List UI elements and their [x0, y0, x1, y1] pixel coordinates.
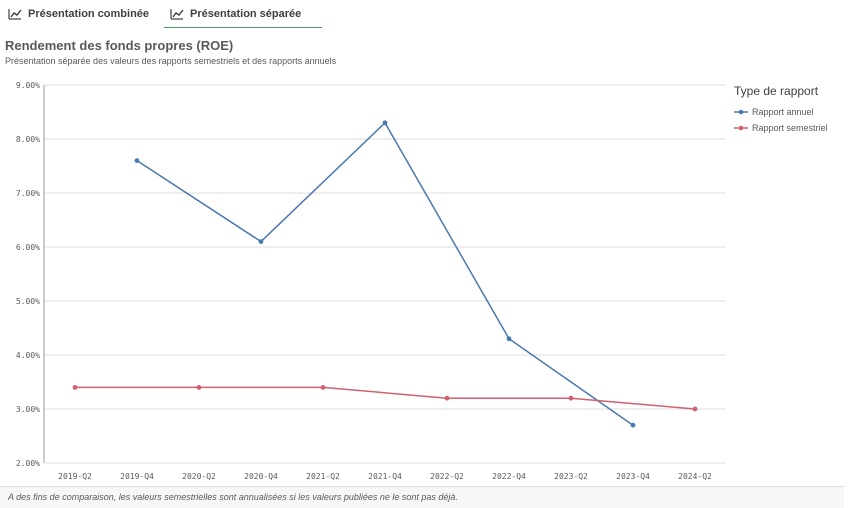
chart-title: Rendement des fonds propres (ROE) — [5, 38, 234, 53]
series-line-semiannual — [75, 386, 696, 410]
legend-title: Type de rapport — [734, 84, 819, 98]
x-tick-label: 2022-Q4 — [492, 472, 526, 481]
footnote: A des fins de comparaison, les valeurs s… — [0, 486, 844, 508]
data-point-semiannual[interactable] — [320, 385, 326, 390]
y-tick-label: 4.00% — [16, 351, 40, 360]
x-tick-label: 2022-Q2 — [430, 472, 464, 481]
series-line-annual — [136, 122, 634, 426]
legend-marker-semiannual — [734, 125, 748, 131]
legend-item-semiannual[interactable]: Rapport semestriel — [734, 120, 846, 136]
x-tick-label: 2019-Q4 — [120, 472, 154, 481]
tab-separated-view[interactable]: Présentation séparée — [164, 0, 322, 28]
x-tick-label: 2019-Q2 — [58, 472, 92, 481]
data-point-annual[interactable] — [258, 239, 264, 245]
data-point-annual[interactable] — [630, 422, 636, 428]
data-point-semiannual[interactable] — [568, 395, 574, 401]
y-tick-label: 6.00% — [16, 243, 40, 252]
tab-combined-view[interactable]: Présentation combinée — [8, 0, 149, 28]
line-chart-icon — [8, 8, 22, 20]
data-point-semiannual[interactable] — [444, 395, 450, 401]
y-tick-label: 7.00% — [16, 189, 40, 198]
view-tabs: Présentation combinée Présentation sépar… — [0, 0, 850, 30]
y-tick-label: 9.00% — [16, 81, 40, 90]
y-tick-label: 3.00% — [16, 405, 40, 414]
chart-subtitle: Présentation séparée des valeurs des rap… — [5, 56, 337, 66]
data-point-semiannual[interactable] — [196, 385, 202, 390]
legend: Type de rapport Rapport annuel Rapport s… — [734, 84, 846, 136]
y-tick-label: 5.00% — [16, 297, 40, 306]
legend-label-annual: Rapport annuel — [752, 107, 814, 117]
x-tick-label: 2021-Q4 — [368, 472, 402, 481]
data-point-annual[interactable] — [134, 158, 140, 163]
data-point-annual[interactable] — [382, 120, 388, 126]
line-chart-icon — [170, 8, 184, 20]
data-point-semiannual[interactable] — [72, 385, 78, 390]
x-tick-label: 2020-Q2 — [182, 472, 216, 481]
legend-marker-annual — [734, 109, 748, 115]
legend-item-annual[interactable]: Rapport annuel — [734, 104, 846, 120]
x-tick-label: 2023-Q4 — [616, 472, 650, 481]
roe-line-chart[interactable]: 2.00% 3.00% 4.00% 5.00% 6.00% 7.00% 8.00% 9.00%… — [0, 70, 730, 484]
x-tick-label: 2021-Q2 — [306, 472, 340, 481]
y-tick-label: 8.00% — [16, 135, 40, 144]
x-tick-label: 2023-Q2 — [554, 472, 588, 481]
tab-separated-label: Présentation séparée — [190, 7, 302, 20]
y-tick-label: 2.00% — [16, 459, 40, 468]
tab-combined-label: Présentation combinée — [28, 8, 150, 20]
legend-label-semiannual: Rapport semestriel — [752, 123, 828, 133]
data-point-annual[interactable] — [506, 336, 512, 342]
data-point-semiannual[interactable] — [692, 406, 698, 412]
x-tick-label: 2020-Q4 — [244, 472, 278, 481]
x-tick-label: 2024-Q2 — [678, 472, 712, 481]
